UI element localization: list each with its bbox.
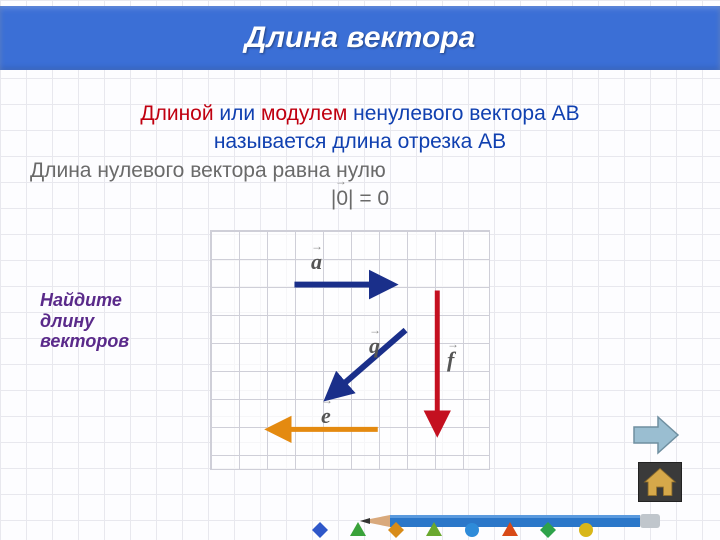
arrow-right-icon [632,415,680,455]
def-rest-line1: ненулевого вектора АВ [347,102,579,125]
tray-shape-0 [312,522,328,538]
definition-line-4: |0| = 0 [0,185,720,213]
task-prompt: Найдите длину векторов [40,290,129,352]
tray-shape-7 [579,523,593,537]
prompt-line-1: Найдите [40,290,129,311]
zero-vector-formula: |0| = 0 [331,185,389,213]
vector-figure: →a →q →f →e [210,230,490,470]
definition-line-1: Длиной или модулем ненулевого вектора АВ [0,100,720,128]
definition-line-2: называется длина отрезка АВ [0,128,720,156]
definition-block: Длиной или модулем ненулевого вектора АВ… [0,100,720,213]
vector-label-f: →f [447,347,454,373]
tray-shape-3 [426,522,442,536]
vector-label-q: →q [369,333,380,359]
tray-shape-4 [465,523,479,537]
tray-shape-6 [540,522,556,538]
tray-shape-2 [388,522,404,538]
vector-label-a: →a [311,249,322,275]
prompt-line-3: векторов [40,331,129,352]
home-icon [641,465,679,499]
title-bar: Длина вектора [0,6,720,70]
vector-q [330,330,405,395]
def-word-or: или [214,102,261,125]
prompt-line-2: длину [40,311,129,332]
definition-line-3: Длина нулевого вектора равна нулю [0,157,720,185]
def-word-modulus: модулем [261,102,347,125]
next-arrow-button[interactable] [632,415,680,455]
home-button[interactable] [638,462,682,502]
vector-label-e: →e [321,403,331,429]
tray-shape-5 [502,522,518,536]
shapes-tray-decoration [300,516,620,538]
def-word-length: Длиной [140,102,213,125]
tray-shape-1 [350,522,366,536]
title-text: Длина вектора [245,21,476,55]
